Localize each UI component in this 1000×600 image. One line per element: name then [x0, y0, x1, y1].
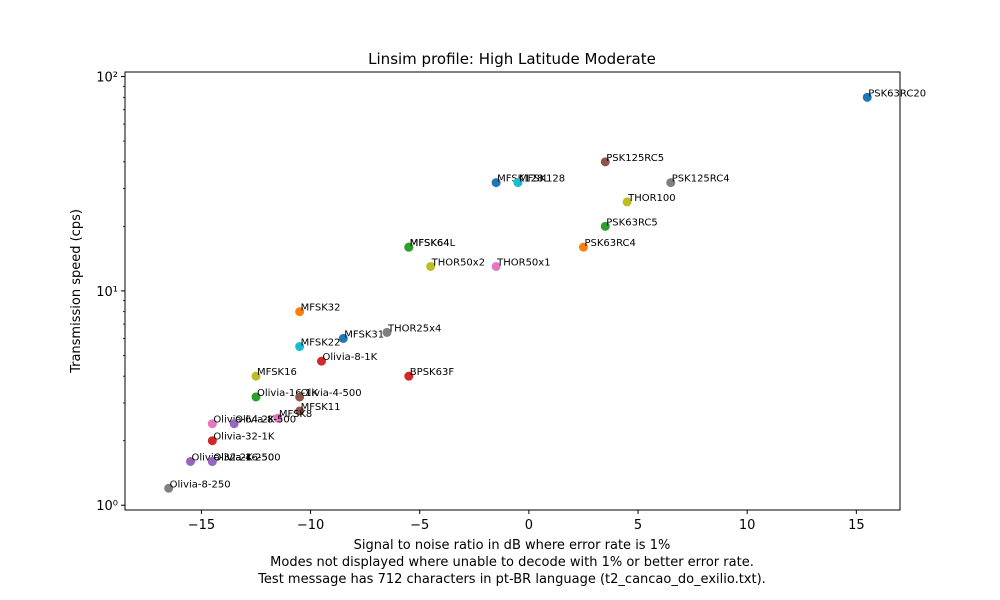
data-point	[295, 307, 305, 317]
data-points: PSK63RC20PSK125RC5PSK125RC4MFSK128LMFSK1…	[164, 88, 926, 493]
y-tick-label: 10¹	[96, 285, 118, 300]
data-point-label: MFSK32	[301, 303, 341, 314]
data-point	[207, 456, 217, 466]
data-point-label: MFSK128	[519, 174, 565, 185]
data-point	[600, 157, 610, 167]
x-axis-label: Signal to noise ratio in dB where error …	[354, 538, 671, 553]
data-point-label: MFSK22	[301, 338, 341, 349]
data-point-label: Olivia-8-1K	[322, 352, 377, 363]
x-tick-label: −5	[410, 518, 429, 533]
data-point-label: MFSK64L	[410, 238, 456, 249]
data-point	[513, 178, 523, 188]
data-point	[273, 413, 283, 423]
data-point-label: THOR100	[627, 193, 676, 204]
data-point	[404, 242, 414, 252]
data-point-label: Olivia-16-500	[213, 452, 280, 463]
caption-line-1: Modes not displayed where unable to deco…	[270, 555, 754, 570]
data-point	[316, 356, 326, 366]
data-point-label: Olivia-8-250	[170, 479, 231, 490]
caption-line-2: Test message has 712 characters in pt-BR…	[257, 572, 766, 587]
data-point-label: MFSK128L	[497, 174, 549, 185]
data-point-label: THOR50x1	[496, 257, 550, 268]
x-axis: −15 −10 −5 0 5 10 15	[188, 510, 865, 533]
data-point-label: THOR25x4	[387, 323, 441, 334]
data-point-label: Olivia-8-500	[235, 415, 296, 426]
data-point-label: Olivia-4-500	[301, 388, 362, 399]
data-point-label: MFSK8	[279, 409, 312, 420]
data-point-label: Olivia-16-1K	[257, 388, 319, 399]
y-tick-label: 10⁰	[96, 499, 118, 514]
data-point-label: THOR50x2	[431, 257, 485, 268]
data-point	[491, 261, 501, 271]
data-point	[251, 392, 261, 402]
data-point-label: MFSK11	[301, 402, 341, 413]
y-axis-label: Transmission speed (cps)	[69, 209, 84, 374]
x-tick-label: −15	[188, 518, 215, 533]
data-point	[426, 261, 436, 271]
data-point	[578, 242, 588, 252]
data-point	[382, 327, 392, 337]
x-tick-label: 5	[634, 518, 642, 533]
data-point	[207, 436, 217, 446]
data-point	[862, 92, 872, 102]
data-point-label: BPSK63F	[410, 367, 455, 378]
data-point	[622, 197, 632, 207]
plot-area	[124, 71, 901, 511]
data-point-label: MFSK64	[410, 238, 450, 249]
x-tick-label: 10	[739, 518, 756, 533]
data-point	[666, 178, 676, 188]
data-point-label: PSK63RC5	[606, 217, 657, 228]
data-point-label: PSK63RC4	[584, 238, 635, 249]
data-point	[164, 483, 174, 493]
data-point-label: PSK125RC5	[606, 153, 664, 164]
data-point	[404, 371, 414, 381]
x-tick-label: 0	[525, 518, 533, 533]
data-point-label: Olivia-32-2K	[191, 452, 253, 463]
y-tick-label: 10²	[96, 71, 118, 86]
data-point	[229, 419, 239, 429]
data-point-label: Olivia-64-2K	[213, 415, 275, 426]
x-tick-label: −10	[297, 518, 324, 533]
chart-title: Linsim profile: High Latitude Moderate	[368, 50, 656, 68]
data-point	[295, 406, 305, 416]
data-point-label: MFSK16	[257, 367, 297, 378]
data-point	[185, 456, 195, 466]
data-point	[251, 371, 261, 381]
data-point	[207, 419, 217, 429]
y-axis: 10⁰ 10¹ 10²	[96, 71, 125, 514]
data-point-label: MFSK31	[344, 329, 384, 340]
x-tick-label: 15	[848, 518, 865, 533]
data-point	[600, 221, 610, 231]
data-point	[295, 342, 305, 352]
data-point	[338, 333, 348, 343]
data-point-label: Olivia-32-1K	[213, 432, 275, 443]
data-point-label: PSK63RC20	[868, 88, 926, 99]
data-point	[491, 178, 501, 188]
data-point	[295, 392, 305, 402]
data-point-label: Olivia-4-250	[213, 452, 274, 463]
data-point-label: PSK125RC4	[672, 174, 730, 185]
